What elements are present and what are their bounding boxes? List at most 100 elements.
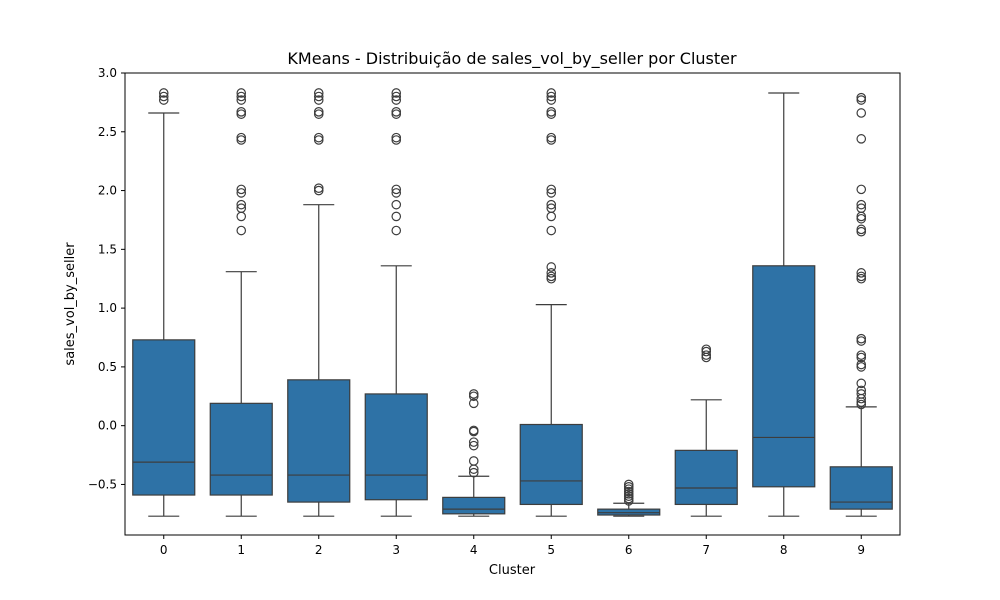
outlier-point (468, 467, 479, 478)
outlier-point (468, 456, 479, 466)
outlier-point (236, 211, 247, 222)
outlier-point (623, 493, 634, 504)
outlier-point (546, 211, 557, 222)
box-cluster-7 (674, 344, 738, 517)
box-iqr (519, 423, 583, 506)
outlier-point (856, 271, 867, 282)
outlier-point (856, 213, 867, 224)
outlier-point (391, 88, 402, 98)
outlier-point (546, 106, 557, 117)
box-iqr (364, 393, 428, 501)
outlier-point (856, 226, 867, 237)
outlier-point (856, 352, 867, 363)
box-cluster-5 (519, 88, 583, 517)
plot-frame (124, 72, 901, 536)
outlier-point (158, 91, 169, 102)
outlier-point (236, 203, 247, 213)
x-tick-label: 3 (392, 543, 400, 557)
outlier-point (468, 437, 479, 447)
outlier-point (313, 132, 324, 143)
outlier-point (546, 262, 557, 272)
outlier-point (701, 350, 712, 360)
x-tick-label: 2 (315, 543, 323, 557)
outlier-point (701, 346, 712, 357)
outlier-point (391, 184, 402, 195)
outlier-point (546, 109, 557, 119)
outlier-point (546, 91, 557, 102)
y-tick-label: 1.5 (98, 242, 117, 256)
outlier-point (856, 336, 867, 346)
y-axis: −0.5 0.0 0.5 1.0 1.5 2.0 2.5 3.0 (88, 66, 125, 491)
outlier-point (856, 378, 867, 389)
outlier-point (236, 199, 247, 210)
outlier-point (391, 135, 402, 145)
outlier-point (158, 95, 169, 105)
x-tick-label: 0 (160, 543, 168, 557)
outlier-point (856, 199, 867, 210)
outlier-point (236, 225, 247, 236)
outlier-point (391, 95, 402, 105)
outlier-point (856, 333, 867, 344)
box-iqr (752, 265, 816, 488)
outlier-point (856, 95, 867, 105)
y-tick-label: −0.5 (88, 477, 117, 491)
y-axis-label: sales_vol_by_seller (63, 242, 78, 366)
x-tick-label: 5 (547, 543, 555, 557)
y-tick-label: 2.5 (98, 125, 117, 139)
outlier-point (623, 496, 634, 506)
outlier-point (546, 95, 557, 105)
outlier-point (856, 359, 867, 370)
outlier-point (236, 106, 247, 117)
outlier-point (856, 134, 867, 144)
outlier-point (623, 482, 634, 492)
outlier-point (856, 184, 867, 195)
box-cluster-1 (209, 88, 273, 517)
outlier-point (856, 350, 867, 360)
x-tick-label: 4 (470, 543, 478, 557)
box-iqr (829, 466, 893, 510)
outlier-point (313, 95, 324, 105)
outlier-point (468, 391, 479, 402)
outlier-point (313, 183, 324, 194)
outlier-point (856, 268, 867, 278)
outlier-point (856, 108, 867, 118)
outlier-point (391, 199, 402, 210)
x-axis: 0 1 2 3 4 5 6 7 8 9 (160, 535, 865, 557)
outlier-point (236, 135, 247, 145)
outlier-point (856, 203, 867, 213)
outlier-point (391, 106, 402, 117)
box-iqr (442, 496, 506, 515)
outlier-point (856, 92, 867, 103)
outlier-point (546, 225, 557, 236)
outlier-point (313, 135, 324, 145)
outlier-point (236, 91, 247, 102)
outlier-point (701, 344, 712, 355)
outlier-point (468, 425, 479, 436)
outlier-point (313, 106, 324, 117)
y-tick-label: 3.0 (98, 66, 117, 80)
box-iqr (674, 449, 738, 506)
outlier-point (623, 484, 634, 494)
outlier-point (313, 88, 324, 98)
outlier-point (546, 203, 557, 213)
box-cluster-9 (829, 92, 893, 517)
outlier-point (391, 109, 402, 119)
box-cluster-4 (442, 389, 506, 517)
outlier-point (391, 225, 402, 236)
outlier-point (856, 362, 867, 372)
outlier-point (391, 91, 402, 102)
outlier-point (468, 398, 479, 409)
outlier-point (236, 109, 247, 119)
outlier-point (391, 188, 402, 198)
box-iqr (132, 339, 196, 496)
x-tick-label: 6 (625, 543, 633, 557)
box-cluster-8 (752, 92, 816, 517)
outlier-point (236, 88, 247, 98)
plot-area (124, 72, 901, 536)
outlier-point (546, 273, 557, 284)
outlier-point (468, 440, 479, 451)
x-tick-label: 7 (702, 543, 710, 557)
outlier-point (856, 224, 867, 235)
outlier-point (856, 385, 867, 396)
